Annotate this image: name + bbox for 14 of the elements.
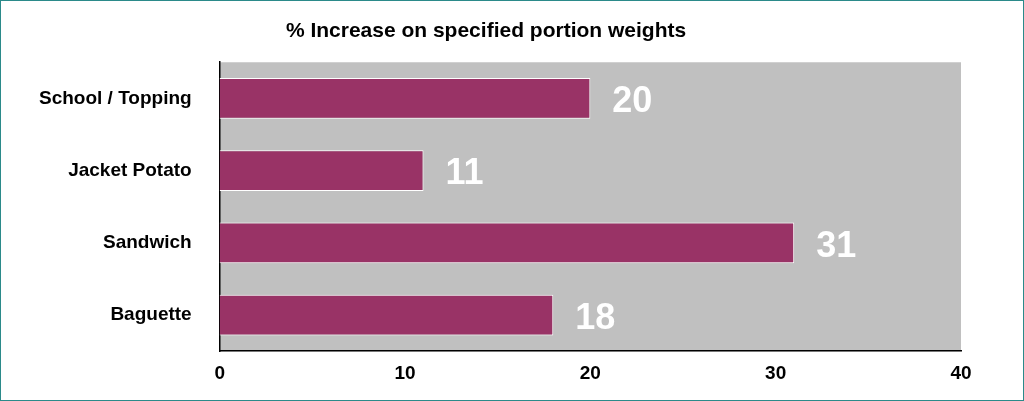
x-tick-label: 30 (765, 361, 787, 383)
chart-title: % Increase on specified portion weights (285, 18, 687, 42)
y-tick-label: Sandwich (102, 231, 192, 253)
data-label: 18 (575, 296, 616, 337)
y-tick-label: School / Topping (38, 86, 192, 108)
y-tick-label: Baguette (110, 303, 192, 325)
x-tick-label: 40 (950, 361, 972, 383)
data-label: 31 (816, 223, 857, 265)
x-tick-label: 0 (214, 361, 225, 383)
y-tick-label: Jacket Potato (68, 158, 192, 180)
x-tick-label: 10 (394, 361, 416, 383)
data-label: 11 (445, 151, 484, 193)
x-tick-label: 20 (579, 361, 601, 383)
data-label: 20 (612, 79, 653, 121)
